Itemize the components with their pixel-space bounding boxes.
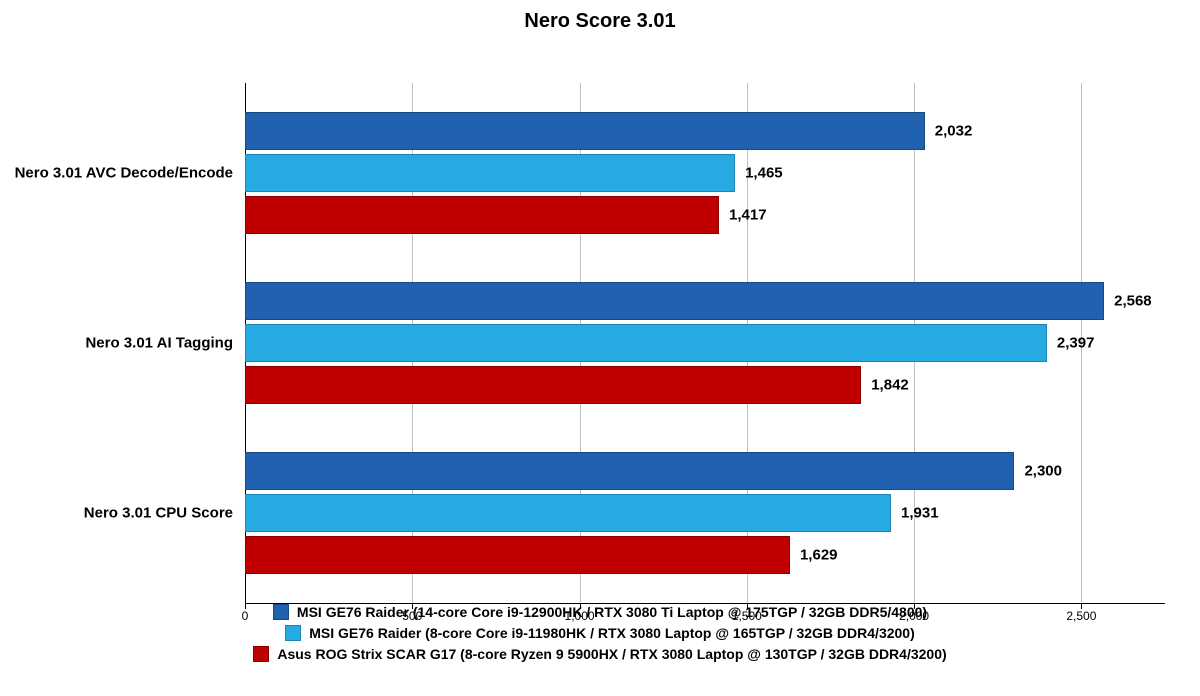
bar — [245, 494, 891, 532]
legend-item: MSI GE76 Raider (8-core Core i9-11980HK … — [285, 625, 915, 641]
bar-value-label: 1,842 — [871, 377, 909, 394]
bar-value-label: 2,397 — [1057, 335, 1095, 352]
legend-swatch — [273, 604, 289, 620]
bar-value-label: 1,931 — [901, 505, 939, 522]
bar-value-label: 2,568 — [1114, 293, 1152, 310]
category-label: Nero 3.01 AVC Decode/Encode — [15, 165, 233, 182]
legend: MSI GE76 Raider (14-core Core i9-12900HK… — [0, 602, 1200, 667]
bar-value-label: 2,300 — [1024, 463, 1062, 480]
bar-value-label: 2,032 — [935, 123, 973, 140]
legend-label: MSI GE76 Raider (14-core Core i9-12900HK… — [297, 604, 927, 620]
legend-item: MSI GE76 Raider (14-core Core i9-12900HK… — [273, 604, 927, 620]
legend-swatch — [285, 625, 301, 641]
bar — [245, 452, 1014, 490]
plot-area: 05001,0001,5002,0002,500Nero 3.01 AVC De… — [245, 83, 1165, 603]
category-label: Nero 3.01 AI Tagging — [85, 335, 233, 352]
bar — [245, 536, 790, 574]
legend-item: Asus ROG Strix SCAR G17 (8-core Ryzen 9 … — [253, 646, 946, 662]
chart-title: Nero Score 3.01 — [0, 0, 1200, 33]
bar — [245, 324, 1047, 362]
bar-value-label: 1,465 — [745, 165, 783, 182]
bar — [245, 282, 1104, 320]
category-label: Nero 3.01 CPU Score — [84, 505, 233, 522]
bar-value-label: 1,417 — [729, 207, 767, 224]
bar — [245, 366, 861, 404]
legend-swatch — [253, 646, 269, 662]
chart-container: Nero Score 3.01 05001,0001,5002,0002,500… — [0, 0, 1200, 696]
bar — [245, 196, 719, 234]
bar-value-label: 1,629 — [800, 547, 838, 564]
bar — [245, 112, 925, 150]
legend-label: MSI GE76 Raider (8-core Core i9-11980HK … — [309, 625, 915, 641]
bar — [245, 154, 735, 192]
legend-label: Asus ROG Strix SCAR G17 (8-core Ryzen 9 … — [277, 646, 946, 662]
